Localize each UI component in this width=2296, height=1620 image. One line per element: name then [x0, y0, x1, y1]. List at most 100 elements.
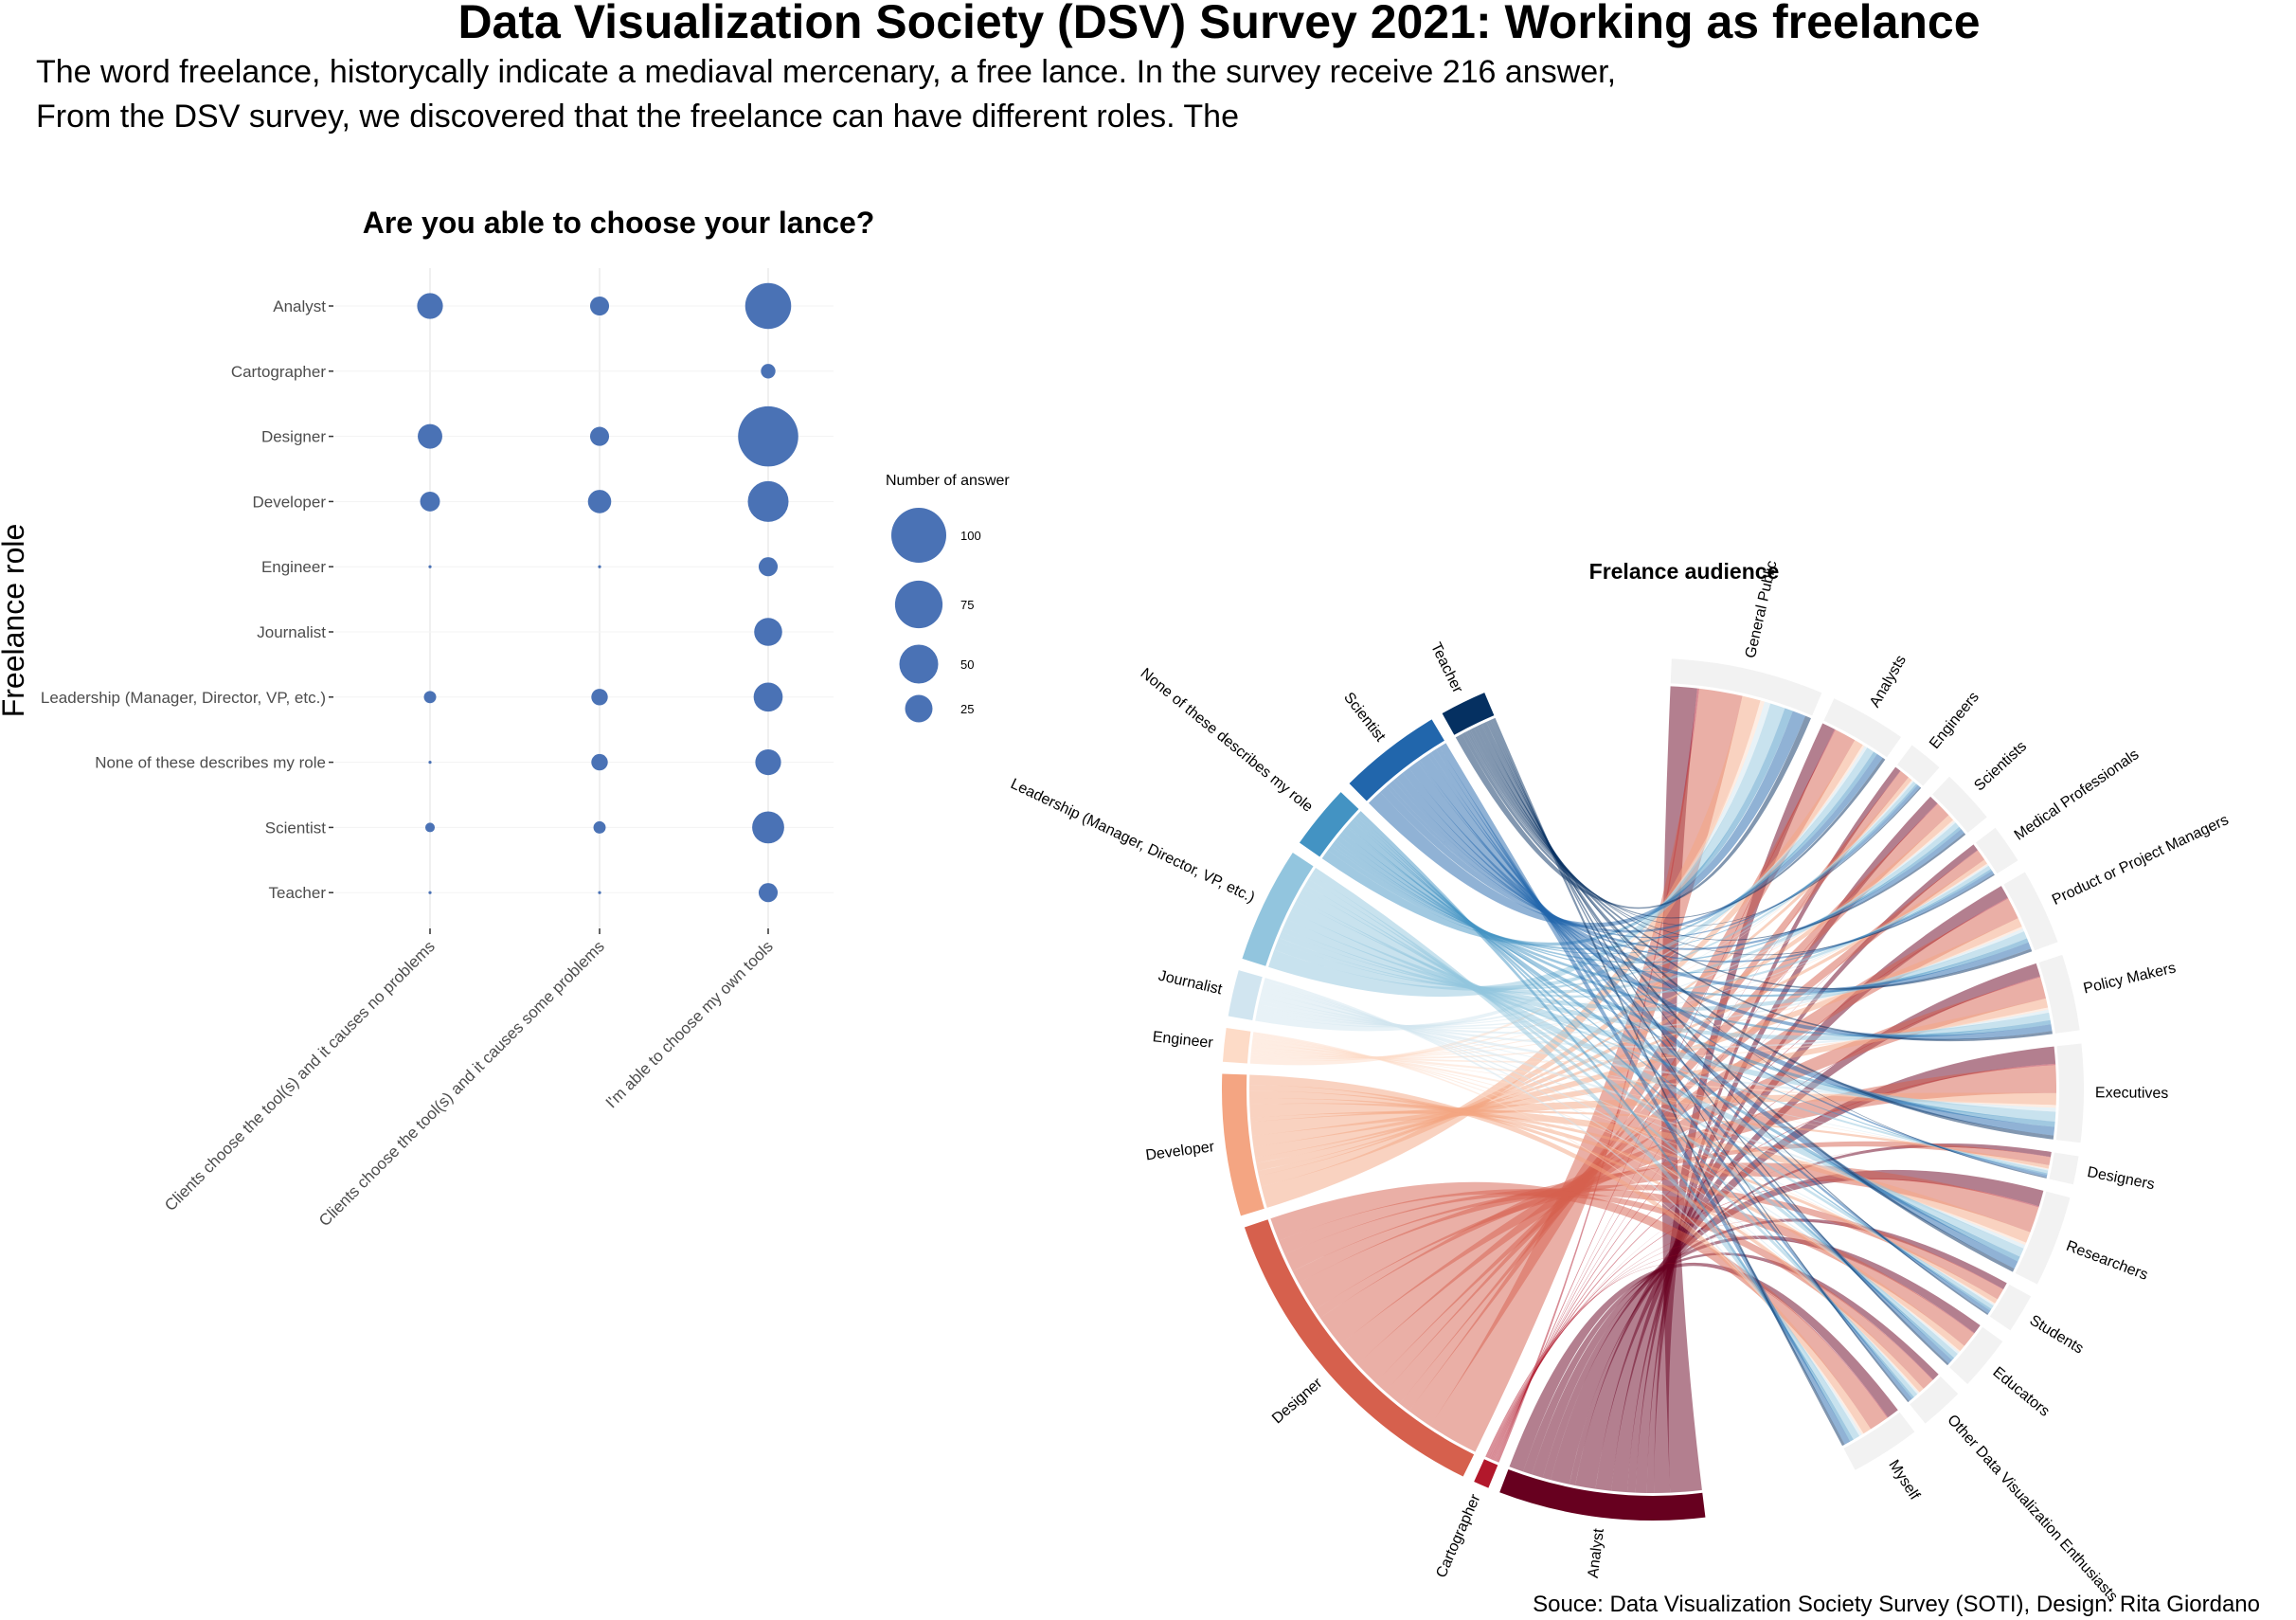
chord-ribbon-analyst-executives [1574, 1046, 2056, 1489]
chord-ribbon-none-of-these-describes-my-role-myself [1357, 811, 1854, 1442]
target-label-policy-makers: Policy Makers [2082, 960, 2178, 997]
chord-ribbon-scientist-designers [1417, 760, 2048, 1178]
chord-ribbon-scientist-executives [1408, 762, 2055, 1136]
chord-ribbon-engineer-myself [1253, 1032, 1864, 1435]
chord-ribbon-developer-engineers [1257, 777, 1912, 1177]
bubble-teacher-1 [428, 891, 432, 894]
legend-bubble [899, 644, 939, 684]
chord-ribbon-cartographer-scientists [1494, 802, 1938, 1462]
legend-label: 25 [960, 702, 974, 716]
chord-ribbon-journalist-researchers [1261, 987, 2026, 1249]
chord-ribbon-designer-researchers [1299, 1162, 2039, 1310]
target-arc-engineers [1896, 745, 1940, 786]
bubble-engineer-2 [598, 565, 601, 568]
chord-ribbon-cartographer-engineers [1495, 770, 1901, 1462]
chord-ribbon-teacher-designers [1480, 723, 2047, 1179]
chord-ribbon-engineer-educators [1252, 1035, 1961, 1353]
chord-ribbon-none-of-these-describes-my-role-policy-makers [1338, 832, 2052, 1038]
chord-ribbon-leadership-manager-director-vp-etc-engineers [1277, 781, 1917, 990]
y-tick-label: Journalist [257, 623, 326, 641]
chord-ribbon-scientist-general-public [1368, 711, 1806, 927]
bubble-none-of-these-describes-my-role-3 [755, 748, 781, 776]
target-label-product-or-project-managers: Product or Project Managers [2050, 812, 2232, 909]
legend-label: 75 [960, 598, 974, 612]
chord-ribbon-scientist-policy-makers [1402, 767, 2053, 1040]
chord-ribbon-developer-executives [1250, 1092, 2056, 1137]
chord-ribbon-leadership-manager-director-vp-etc-other-data-visualization-enthusiasts [1308, 874, 1918, 1397]
bubble-analyst-2 [589, 296, 610, 316]
chord-ribbon-journalist-executives [1260, 992, 2056, 1112]
bubble-journalist-3 [754, 618, 782, 646]
target-arc-students [1989, 1284, 2032, 1331]
chord-ribbon-journalist-policy-makers [1259, 997, 2050, 1049]
chord-ribbon-cartographer-researchers [1488, 1178, 2039, 1459]
chord-ribbon-engineer-analysts [1250, 745, 1865, 1061]
chord-ribbon-scientist-analysts [1380, 753, 1883, 933]
chord-ribbon-cartographer-students [1487, 1218, 2004, 1458]
legend-label: 100 [960, 529, 981, 543]
x-tick-label: Clients choose the tool(s) and it causes… [161, 937, 439, 1215]
chord-ribbon-none-of-these-describes-my-role-educators [1353, 816, 1955, 1360]
source-arc-scientist [1349, 719, 1444, 801]
chord-ribbon-teacher-executives [1477, 724, 2054, 1140]
chord-ribbon-none-of-these-describes-my-role-engineers [1331, 783, 1918, 955]
y-tick-label: Teacher [269, 884, 327, 902]
target-label-myself: Myself [1885, 1457, 1923, 1503]
chord-ribbon-designer-executives [1319, 1065, 2056, 1345]
chord-ribbon-developer-medical-professionals [1255, 859, 1987, 1163]
chord-ribbon-none-of-these-describes-my-role-scientists [1332, 826, 1962, 963]
chord-ribbon-teacher-myself [1492, 717, 1845, 1447]
legend-label: 50 [960, 657, 974, 672]
chord-ribbon-teacher-product-or-project-managers [1470, 728, 2033, 990]
chord-ribbon-teacher-other-data-visualization-enthusiasts [1490, 719, 1910, 1403]
chord-ribbon-cartographer-myself [1485, 1262, 1889, 1458]
chord-ribbon-scientist-product-or-project-managers [1396, 772, 2032, 993]
target-arc-analysts [1823, 698, 1902, 758]
chord-ribbon-developer-policy-makers [1251, 998, 2049, 1147]
chord-ribbon-analyst-researchers [1551, 1169, 2044, 1485]
chord-ribbon-scientist-scientists [1389, 780, 1964, 950]
y-axis-label: Freelance role [0, 524, 30, 718]
source-arc-designer [1244, 1219, 1475, 1477]
chord-ribbon-teacher-engineers [1464, 731, 1922, 927]
chord-ribbon-cartographer-product-or-project-managers [1492, 897, 2009, 1461]
target-arc-scientists [1932, 776, 1987, 833]
source-label-teacher: Teacher [1427, 640, 1466, 696]
source-label-scientist: Scientist [1340, 690, 1389, 746]
bubble-leadership-manager-director-vp-etc-2 [591, 689, 608, 706]
chord-ribbon-analyst-engineers [1646, 766, 1901, 1493]
source-arc-teacher [1442, 693, 1495, 735]
chord-ribbon-engineer-students [1252, 1037, 1996, 1305]
chord-ribbon-journalist-myself [1264, 978, 1862, 1436]
chord-ribbon-teacher-students [1486, 721, 1989, 1316]
chord-ribbon-designer-myself [1270, 1181, 1888, 1430]
chord-ribbon-teacher-general-public [1455, 715, 1811, 909]
target-arc-medical-professionals [1975, 827, 2018, 874]
chord-ribbon-engineer-product-or-project-managers [1250, 927, 2023, 1059]
chord-ribbon-teacher-policy-makers [1473, 726, 2053, 1042]
chord-ribbon-leadership-manager-director-vp-etc-general-public [1268, 703, 1785, 998]
target-label-scientists: Scientists [1971, 738, 2030, 794]
bubble-cartographer-3 [761, 364, 776, 379]
chord-ribbon-journalist-engineers [1257, 780, 1914, 1027]
bubble-leadership-manager-director-vp-etc-3 [753, 682, 783, 712]
subtitle-line-2: From the DSV survey, we discovered that … [36, 99, 1239, 135]
chord-ribbon-developer-general-public [1261, 695, 1761, 1208]
source-arc-analyst [1499, 1468, 1706, 1521]
chord-ribbon-analyst-medical-professionals [1626, 844, 1978, 1493]
source-arc-none-of-these-describes-my-role [1299, 792, 1359, 857]
bubble-scientist-2 [593, 820, 606, 834]
chord-ribbon-designer-scientists [1385, 803, 1949, 1404]
chord-ribbon-engineer-designers [1251, 1041, 2049, 1170]
chord-ribbon-developer-other-data-visualization-enthusiasts [1249, 1085, 1924, 1393]
source-caption: Souce: Data Visualization Society Survey… [1533, 1592, 2260, 1617]
chord-ribbon-none-of-these-describes-my-role-general-public [1321, 708, 1793, 946]
chord-ribbon-analyst-designers [1569, 1143, 2052, 1486]
bubble-scientist-3 [752, 811, 784, 844]
main-title: Data Visualization Society (DSV) Survey … [457, 0, 1981, 48]
target-label-executives: Executives [2095, 1085, 2169, 1102]
chord-ribbon-developer-designers [1250, 1109, 2050, 1169]
chord-ribbon-analyst-general-public [1661, 686, 1702, 1493]
y-tick-label: Designer [261, 428, 326, 446]
chord-ribbon-engineer-scientists [1250, 819, 1955, 1059]
